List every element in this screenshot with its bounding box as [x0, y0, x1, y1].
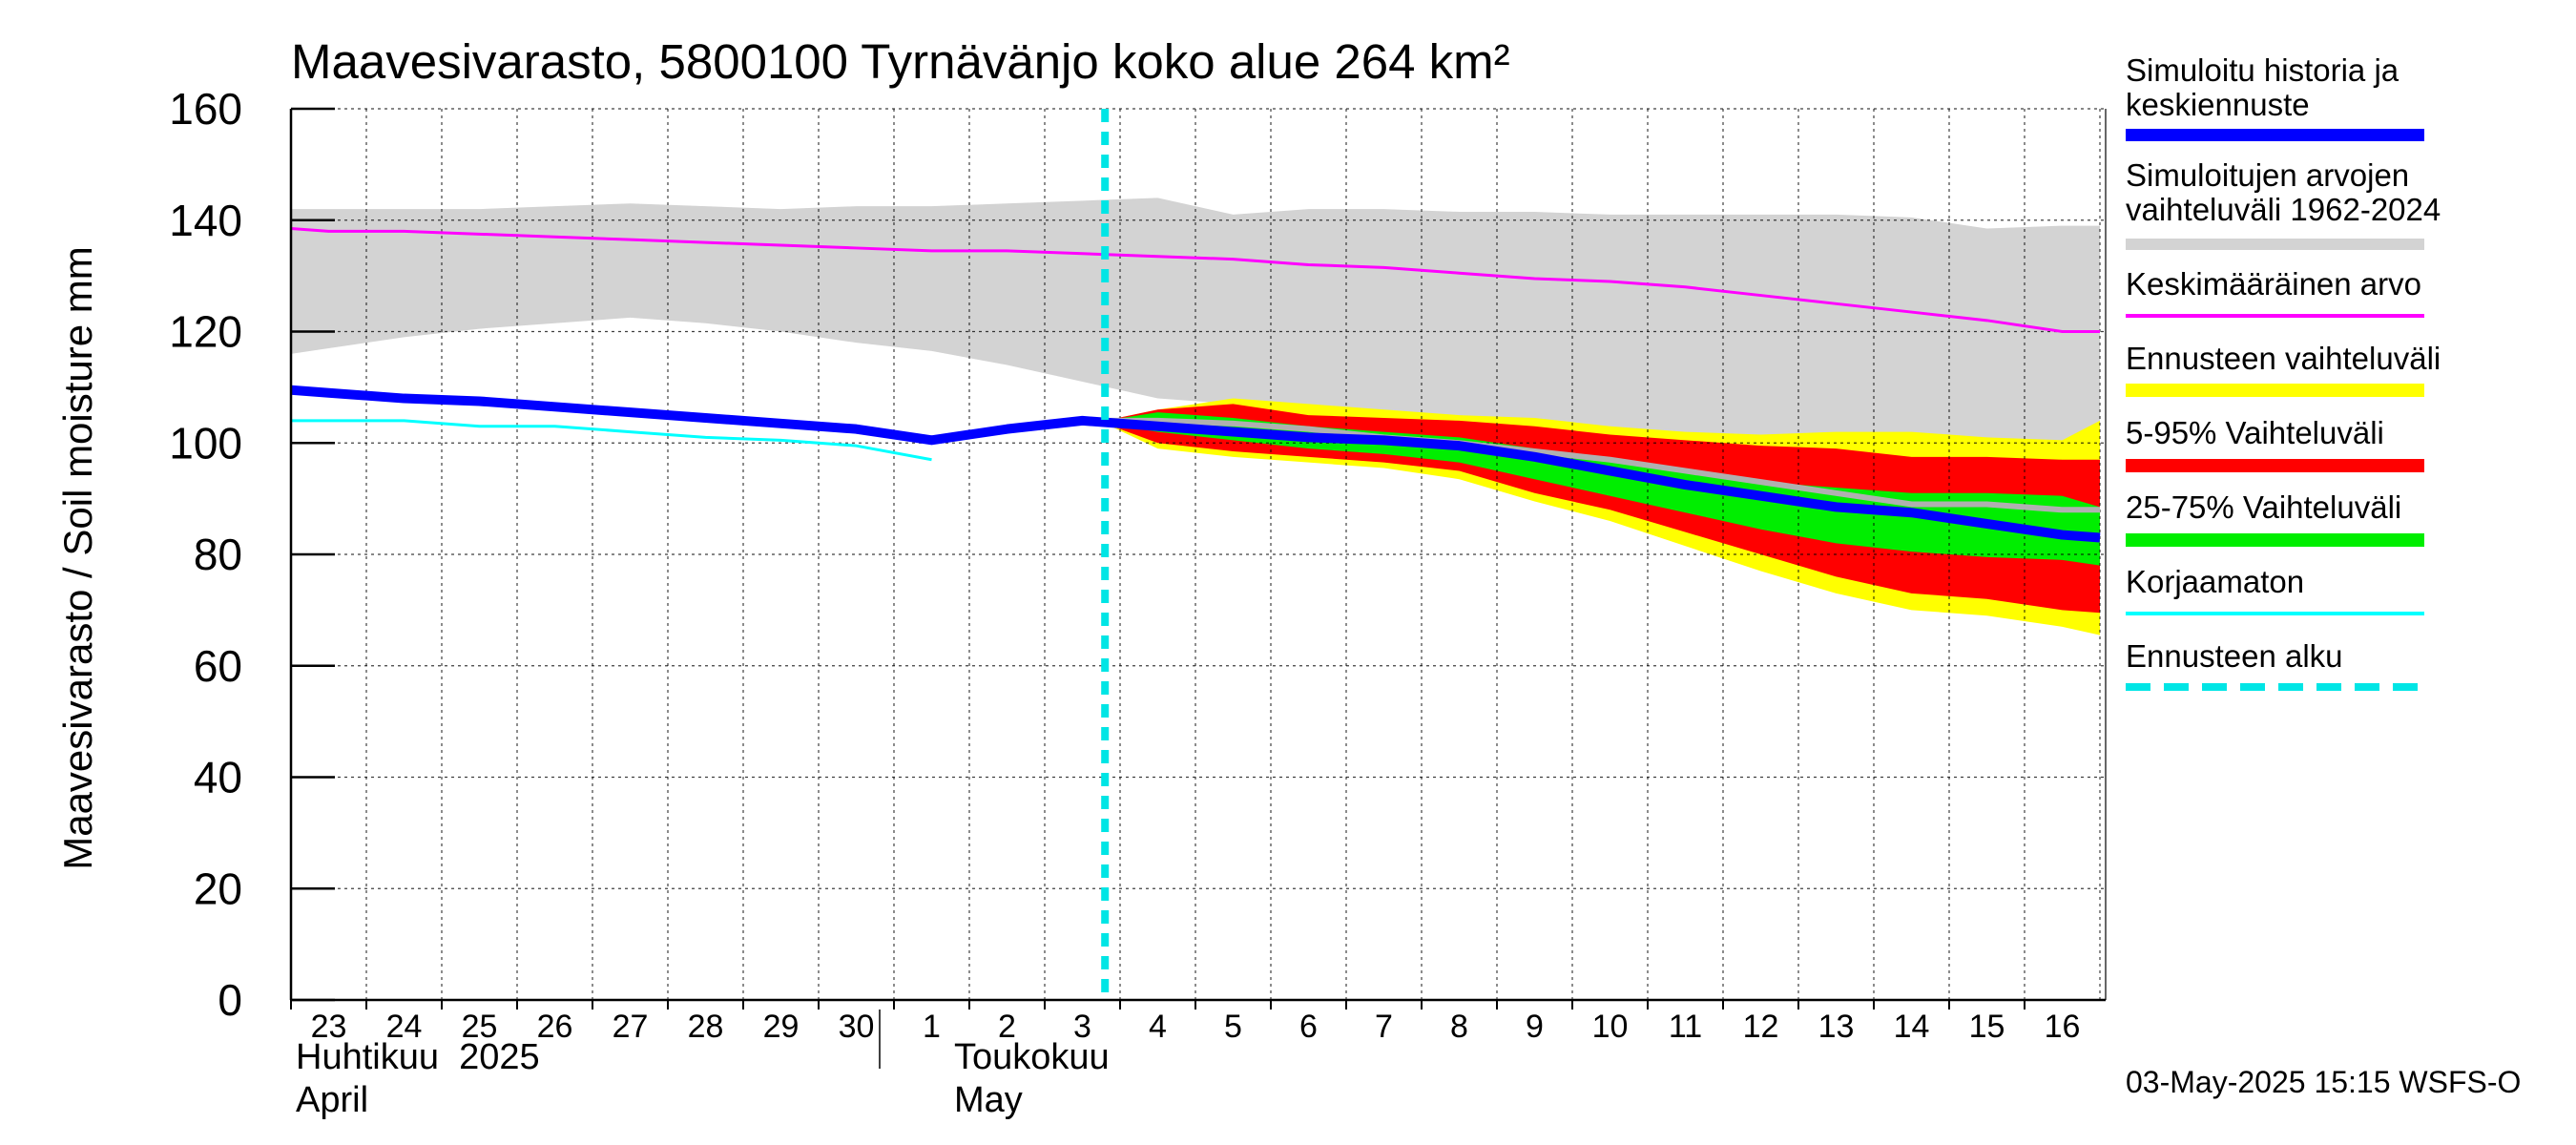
legend-swatch-range-1962-2024: [2126, 239, 2424, 250]
x-tick-label-5: 5: [1224, 1009, 1242, 1045]
x-tick-label-15: 15: [1969, 1009, 2005, 1045]
month-label-april-en: April: [296, 1080, 368, 1120]
series-ennusteen-mediaani-harmaa-: [1105, 417, 2100, 513]
x-tick-label-24: 24: [386, 1009, 423, 1045]
x-tick-label-10: 10: [1592, 1009, 1629, 1045]
legend-swatch-uncorrected: [2126, 612, 2424, 615]
y-tick-label-80: 80: [194, 530, 242, 579]
x-tick-label-8: 8: [1450, 1009, 1468, 1045]
month-label-may-en: May: [954, 1080, 1023, 1120]
legend-label-range-1962-2024: Simuloitujen arvojen vaihteluväli 1962-2…: [2126, 157, 2441, 227]
y-tick-label-0: 0: [218, 975, 242, 1025]
legend-label-5-95: 5-95% Vaihteluväli: [2126, 415, 2384, 450]
bands-layer: [291, 198, 2100, 635]
x-tick-label-13: 13: [1818, 1009, 1855, 1045]
legend-swatch-forecast-start: [2126, 683, 2424, 691]
y-tick-label-40: 40: [194, 753, 242, 802]
y-tick-label-100: 100: [169, 418, 242, 468]
lines-layer: [290, 109, 2101, 1000]
x-tick-label-30: 30: [839, 1009, 875, 1045]
legend-label-25-75: 25-75% Vaihteluväli: [2126, 489, 2402, 525]
y-axis-label: Maavesivarasto / Soil moisture mm: [55, 246, 100, 870]
series-simuloitu-historia-ja-keskiennuste: [290, 385, 2101, 543]
legend-swatch-25-75: [2126, 533, 2424, 547]
chart-title: Maavesivarasto, 5800100 Tyrnävänjo koko …: [291, 34, 1510, 89]
series-korjaamaton: [291, 419, 932, 462]
x-tick-label-27: 27: [613, 1009, 649, 1045]
y-tick-label-160: 160: [169, 84, 242, 134]
x-tick-label-4: 4: [1149, 1009, 1167, 1045]
x-tick-label-3: 3: [1073, 1009, 1091, 1045]
month-label-april-fi: Huhtikuu 2025: [296, 1037, 540, 1077]
x-tick-label-25: 25: [462, 1009, 498, 1045]
x-tick-label-26: 26: [537, 1009, 573, 1045]
x-tick-label-29: 29: [763, 1009, 800, 1045]
series-keskim-r-inen-arvo: [290, 227, 2100, 333]
legend-label-simulated-history: Simuloitu historia ja keskiennuste: [2126, 52, 2399, 122]
x-tick-label-14: 14: [1894, 1009, 1930, 1045]
month-label-may-fi: Toukokuu: [954, 1037, 1110, 1077]
legend-label-forecast-range: Ennusteen vaihteluväli: [2126, 341, 2441, 376]
y-tick-label-120: 120: [169, 307, 242, 357]
y-tick-label-20: 20: [194, 864, 242, 913]
y-tick-label-60: 60: [194, 641, 242, 691]
x-tick-label-12: 12: [1743, 1009, 1779, 1045]
legend-label-uncorrected: Korjaamaton: [2126, 564, 2305, 599]
legend-swatch-forecast-range: [2126, 384, 2424, 397]
x-tick-label-2: 2: [998, 1009, 1016, 1045]
band-5-95-vaihteluv-li: [1105, 404, 2100, 614]
x-tick-label-11: 11: [1669, 1009, 1702, 1045]
timestamp: 03-May-2025 15:15 WSFS-O: [2126, 1065, 2522, 1099]
x-tick-label-6: 6: [1299, 1009, 1318, 1045]
legend-swatch-mean: [2126, 314, 2424, 318]
legend-swatch-5-95: [2126, 459, 2424, 472]
x-tick-label-1: 1: [923, 1009, 941, 1045]
grid-layer: [291, 108, 2106, 1000]
x-tick-label-9: 9: [1526, 1009, 1544, 1045]
x-tick-label-7: 7: [1375, 1009, 1393, 1045]
legend-label-forecast-start: Ennusteen alku: [2126, 638, 2343, 674]
y-tick-label-140: 140: [169, 196, 242, 245]
legend-label-mean: Keskimääräinen arvo: [2126, 266, 2421, 302]
legend-swatch-simulated-history: [2126, 129, 2424, 141]
x-tick-label-28: 28: [688, 1009, 724, 1045]
x-tick-label-16: 16: [2045, 1009, 2081, 1045]
band-25-75-vaihteluv-li: [1105, 412, 2100, 566]
x-tick-label-23: 23: [311, 1009, 347, 1045]
